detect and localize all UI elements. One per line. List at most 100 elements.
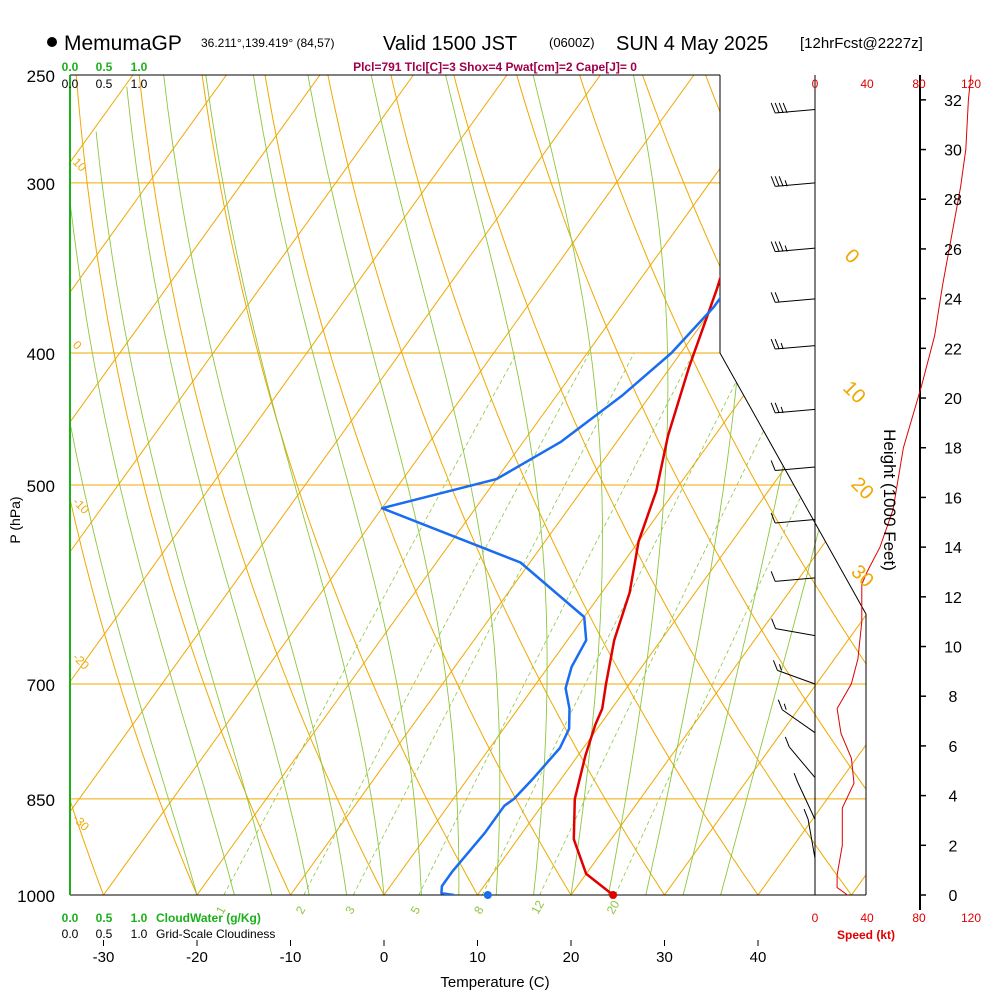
dry-adiabat-line	[75, 75, 291, 895]
height-tick-label: 16	[944, 490, 962, 507]
height-tick-label: 30	[944, 143, 962, 160]
wind-barb-flag	[803, 808, 809, 820]
height-tick-label: 0	[949, 888, 958, 905]
cloudwater-top-tick: 0.0	[62, 60, 79, 74]
wind-barb-flag	[770, 512, 776, 524]
wind-barb	[770, 338, 816, 350]
wind-barb-flag	[774, 402, 780, 414]
x-axis-label: Temperature (C)	[440, 974, 549, 991]
wind-barb-shaft	[807, 818, 816, 859]
wind-barb	[771, 618, 816, 637]
cloudiness-bottom-tick: 0.0	[62, 927, 79, 941]
wind-speed-profile-line	[836, 74, 972, 896]
temperature-tick-label: 20	[563, 949, 580, 966]
moist-adiabat-line	[720, 75, 866, 895]
cloudiness-top-tick: 1.0	[131, 77, 148, 91]
cloudwater-bottom-tick: 0.0	[62, 911, 79, 925]
height-tick-label: 12	[944, 590, 962, 607]
temperature-tick-label: 40	[750, 949, 767, 966]
temperature-tick-label: -10	[280, 949, 302, 966]
cloudwater-top-tick: 1.0	[131, 60, 148, 74]
speed-top-tick: 120	[961, 77, 981, 91]
moist-adiabat-line	[70, 211, 198, 895]
pressure-tick-label: 300	[27, 175, 55, 194]
mixing-ratio-label: 2	[293, 903, 309, 916]
wind-barb-halfflag	[783, 703, 787, 710]
isotherm-line	[70, 75, 227, 895]
mixing-ratio-label: 20	[604, 898, 623, 917]
speed-bottom-tick: 0	[812, 911, 819, 925]
isotherm-line	[70, 75, 508, 895]
wind-barb	[777, 699, 816, 734]
mixing-ratio-label: 3	[342, 903, 358, 916]
wind-barb	[770, 241, 816, 253]
wind-barb	[772, 660, 816, 685]
surface-dewpoint-point	[483, 891, 492, 899]
height-tick-label: 32	[944, 93, 962, 110]
temperature-tick-label: -20	[186, 949, 208, 966]
wind-barb	[770, 460, 816, 471]
wind-barb-shaft	[775, 298, 816, 303]
isotherm-line	[757, 75, 866, 895]
dry-adiabat-line	[579, 75, 866, 895]
wind-barb-flag	[774, 176, 780, 187]
temperature-tick-label: -30	[93, 949, 115, 966]
wind-barb-flag	[770, 571, 776, 582]
dewpoint-profile-line	[380, 102, 807, 895]
isotherm-label: 20	[846, 473, 877, 504]
wind-barb-flag	[772, 660, 778, 671]
mixing-ratio-label: 5	[408, 903, 424, 916]
height-tick-label: 2	[949, 838, 958, 855]
wind-barb-shaft	[775, 182, 816, 187]
isotherm-label: -30	[70, 812, 92, 834]
plot-frame-right	[719, 75, 867, 895]
isotherm-line	[664, 75, 866, 895]
mixing-ratio-line	[223, 352, 518, 895]
moist-adiabat-line	[370, 75, 501, 895]
mixing-ratio-line	[303, 352, 590, 895]
dry-adiabat-line	[390, 75, 759, 895]
height-tick-label: 26	[944, 242, 962, 259]
moist-adiabat-line	[126, 86, 310, 895]
isotherm-line	[70, 75, 321, 895]
cloudwater-top-tick: 0.5	[96, 60, 113, 74]
cloudwater-label: CloudWater (g/Kg)	[156, 911, 261, 925]
dry-adiabat-line	[70, 75, 198, 895]
wind-barb	[784, 736, 816, 778]
speed-top-tick: 80	[912, 77, 926, 91]
height-tick-label: 6	[949, 739, 958, 756]
wind-barb-flag	[774, 102, 780, 114]
wind-barb	[770, 176, 816, 187]
wind-barb-flag	[770, 241, 776, 252]
cloudiness-bottom-tick: 0.5	[96, 927, 113, 941]
mixing-ratio-label: 8	[471, 903, 487, 916]
wind-barb-flag	[774, 241, 780, 252]
wind-barb	[770, 102, 816, 114]
speed-top-tick: 0	[812, 77, 819, 91]
wind-barb-flag	[771, 618, 777, 629]
wind-barb-flag	[770, 292, 776, 303]
wind-barb-shaft	[775, 408, 816, 414]
y-axis-label: P (hPa)	[7, 496, 23, 543]
wind-barb-flag	[770, 338, 776, 350]
isotherm-label: 0	[70, 338, 85, 353]
wind-barb-shaft	[775, 345, 816, 350]
moist-adiabat-line	[445, 75, 548, 895]
isotherm-label: 0	[840, 245, 863, 268]
wind-barb-shaft	[775, 628, 816, 637]
wind-barb-shaft	[775, 577, 816, 582]
wind-barb-shaft	[797, 782, 816, 820]
pressure-tick-label: 700	[27, 676, 55, 695]
forecast-info: [12hrFcst@2227z]	[800, 35, 923, 52]
wind-barb-flag	[777, 699, 783, 710]
wind-barb	[770, 402, 816, 414]
wind-barb	[770, 292, 816, 303]
height-tick-label: 20	[944, 391, 962, 408]
wind-barb-flag	[782, 102, 788, 114]
isotherm-line	[70, 75, 414, 895]
utc-time: (0600Z)	[549, 35, 595, 50]
height-tick-label: 22	[944, 341, 962, 358]
speed-bottom-tick: 80	[912, 911, 926, 925]
wind-barb-flag	[770, 402, 776, 414]
